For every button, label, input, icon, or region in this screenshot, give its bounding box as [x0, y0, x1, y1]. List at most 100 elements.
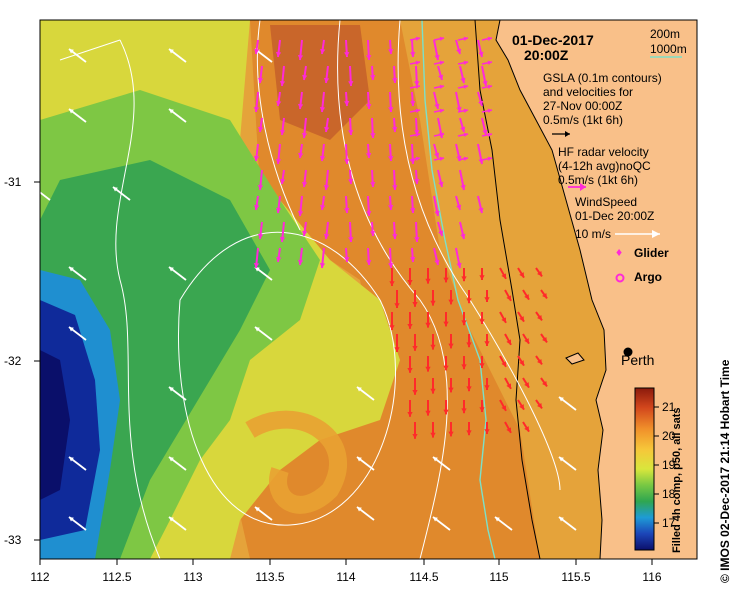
hf-arrow: [412, 290, 418, 307]
gsla-arrow: [388, 247, 394, 269]
gsla-arrow: [433, 36, 445, 41]
hf-arrow: [522, 377, 530, 389]
gsla-arrow: [459, 169, 466, 191]
legend-glider: Glider: [634, 246, 669, 260]
gsla-arrow: [392, 169, 398, 191]
gsla-arrow: [254, 39, 260, 55]
hf-arrow: [522, 421, 530, 433]
hf-arrow: [517, 311, 525, 323]
hf-arrow: [389, 312, 395, 330]
gsla-arrow: [348, 221, 354, 243]
wind-arrow: [254, 506, 273, 521]
colorbar-label: Filled 4h comp, p50, all sats: [671, 408, 683, 554]
gsla-arrow: [366, 247, 372, 266]
wind-arrow: [68, 108, 87, 123]
wind-arrow: [356, 386, 375, 401]
gsla-arrow: [409, 60, 421, 65]
gsla-arrow: [477, 39, 484, 58]
hf-arrow: [517, 399, 525, 411]
gsla-arrow: [320, 195, 326, 211]
gsla-arrow: [275, 143, 282, 165]
gsla-arrow: [344, 39, 350, 58]
gsla-arrow: [437, 65, 444, 81]
x-tick-label: 115: [489, 570, 508, 584]
credit-text: © IMOS 02-Dec-2017 21:14 Hobart Time: [718, 359, 732, 583]
hf-arrow: [535, 311, 543, 321]
legend-gsla-scale: 0.5m/s (1kt 6h): [543, 113, 623, 127]
gsla-arrow: [455, 39, 462, 55]
gsla-arrow: [409, 84, 421, 89]
gsla-arrow: [459, 117, 466, 133]
legend-hf-scale: 0.5m/s (1kt 6h): [558, 173, 638, 187]
gsla-arrow: [276, 91, 282, 107]
hf-arrow: [517, 355, 525, 367]
legend-gsla-2: and velocities for: [543, 85, 633, 99]
gsla-arrow: [319, 143, 326, 162]
wind-arrow: [254, 266, 273, 281]
gsla-contour-eddy: [178, 232, 397, 526]
wind-arrow: [494, 516, 513, 531]
gsla-arrow: [433, 91, 440, 110]
gsla-arrow: [433, 247, 440, 266]
hf-arrow: [484, 334, 490, 346]
gsla-arrow: [459, 65, 466, 84]
gsla-arrow: [410, 39, 416, 58]
hf-arrow: [430, 334, 436, 350]
glider-marker-icon: ♦: [616, 245, 622, 259]
gsla-arrow: [433, 84, 445, 89]
colorbar-tick-label: 20: [662, 429, 676, 443]
gsla-arrow: [410, 247, 416, 263]
gsla-arrow: [280, 169, 286, 185]
gsla-arrow: [433, 108, 445, 113]
gsla-arrow: [455, 91, 462, 113]
hf-arrow: [484, 378, 490, 390]
hf-radar-arrows: [389, 267, 548, 439]
legend-wind-2: 01-Dec 20:00Z: [575, 209, 654, 223]
wind-arrow: [558, 456, 577, 471]
colorbar: 21 20 19 18 17 Filled 4h comp, p50, all sats: [634, 387, 683, 554]
hf-arrow: [504, 421, 512, 434]
gsla-arrow: [409, 156, 421, 161]
gsla-arrow: [253, 143, 260, 162]
gsla-arrow: [253, 91, 260, 113]
x-tick-label: 114: [336, 570, 355, 584]
hf-arrow: [389, 268, 395, 286]
hf-arrow: [443, 268, 449, 283]
argo-marker-icon: [615, 273, 625, 283]
hf-arrow: [461, 268, 467, 282]
wind-arrow: [68, 456, 87, 471]
gsla-arrow: [275, 39, 282, 58]
gsla-arrow: [481, 84, 493, 89]
gsla-arrow: [370, 65, 376, 81]
gsla-arrow: [366, 143, 372, 159]
hf-arrow: [522, 289, 530, 301]
gsla-arrow: [414, 65, 420, 87]
hf-arrow: [461, 312, 467, 326]
gsla-arrow: [323, 169, 330, 191]
hf-arrow: [443, 312, 449, 327]
hf-arrow: [430, 422, 436, 438]
gsla-arrow: [279, 117, 286, 136]
hf-arrow: [430, 290, 436, 306]
gsla-arrow: [481, 117, 488, 136]
gsla-arrow: [366, 195, 372, 217]
gsla-contour-5: [59, 39, 121, 61]
wind-arrow: [356, 456, 375, 471]
hf-arrow: [499, 311, 507, 324]
gsla-arrow: [257, 221, 264, 240]
y-tick-label: -31: [4, 175, 22, 189]
gsla-arrow: [481, 156, 493, 161]
gsla-arrow: [437, 169, 444, 188]
gsla-arrow: [348, 117, 354, 136]
x-tick-label: 114.5: [409, 570, 438, 584]
gsla-arrow: [410, 195, 416, 214]
gsla-arrow: [392, 221, 398, 240]
gsla-arrow: [388, 91, 394, 113]
perth-marker: [623, 347, 633, 357]
hf-arrow: [540, 333, 548, 343]
legend-argo: Argo: [634, 270, 662, 284]
map-date: 01-Dec-2017: [512, 32, 594, 48]
gsla-arrow: [409, 132, 421, 137]
gsla-arrow: [457, 132, 469, 137]
